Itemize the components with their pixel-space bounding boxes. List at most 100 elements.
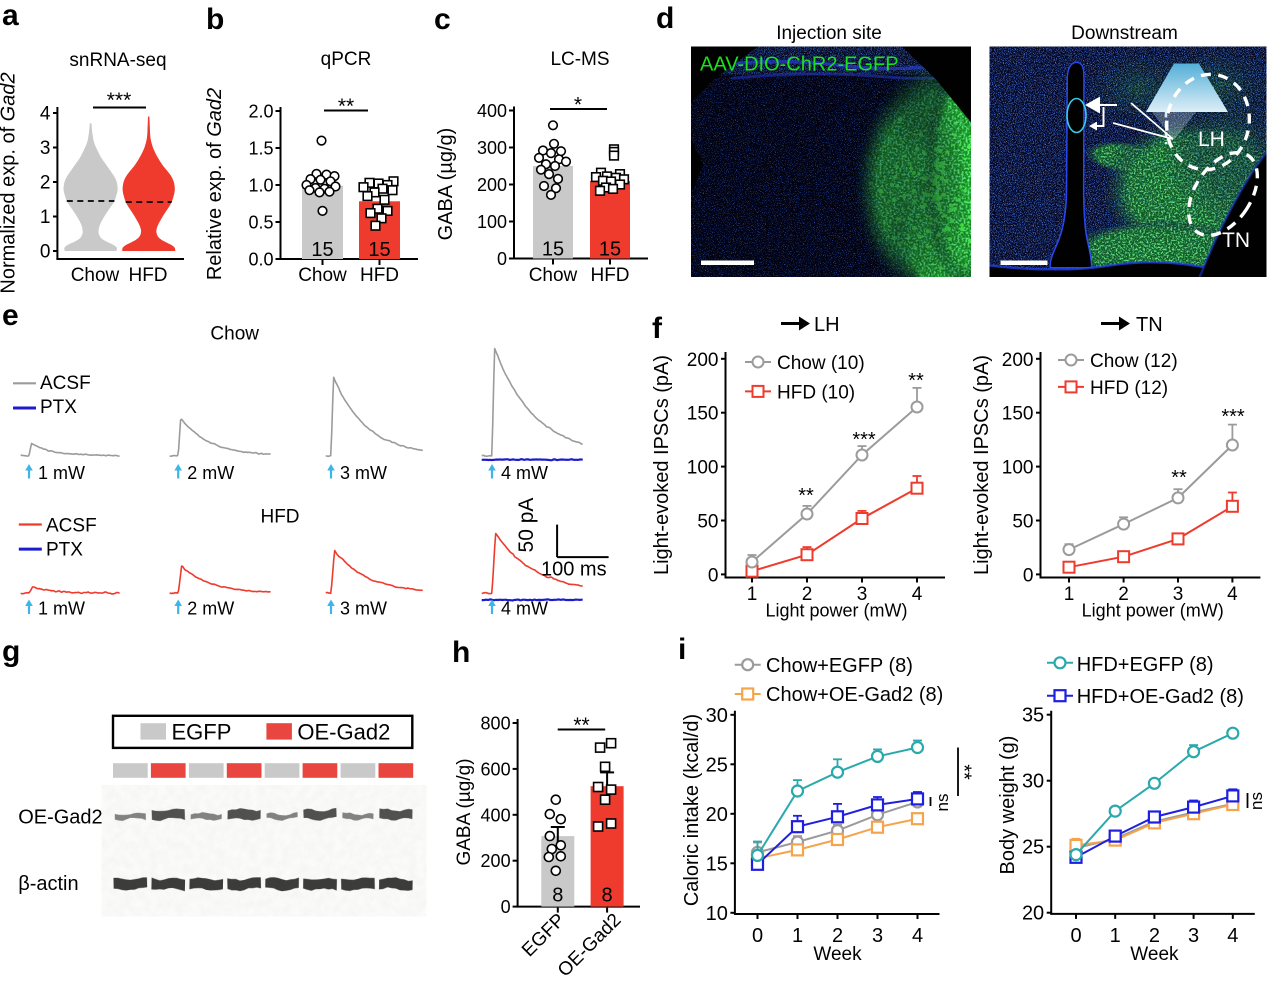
svg-text:50: 50 [697,512,718,533]
svg-text:4: 4 [1227,584,1238,605]
svg-text:h: h [452,636,470,669]
svg-text:Chow: Chow [529,265,578,286]
svg-text:Light power (mW): Light power (mW) [1082,601,1224,621]
svg-text:LH: LH [1198,128,1225,151]
svg-text:***: *** [107,89,132,112]
svg-text:**: ** [338,95,354,118]
svg-text:Body weight (g): Body weight (g) [997,736,1019,875]
svg-text:4 mW: 4 mW [501,463,548,483]
svg-text:HFD+OE-Gad2 (8): HFD+OE-Gad2 (8) [1077,686,1244,708]
svg-text:HFD: HFD [128,265,167,286]
svg-text:Chow: Chow [71,265,120,286]
svg-text:AAV-DIO-ChR2-EGFP: AAV-DIO-ChR2-EGFP [700,54,899,76]
svg-text:2: 2 [40,173,51,194]
svg-text:200: 200 [477,175,507,195]
svg-text:3: 3 [857,584,868,605]
svg-text:2: 2 [1149,925,1160,947]
svg-text:ns: ns [1247,792,1266,810]
svg-text:1 mW: 1 mW [38,599,85,619]
svg-text:100: 100 [687,458,719,479]
svg-text:OE-Gad2: OE-Gad2 [297,720,390,745]
svg-text:Chow (12): Chow (12) [1090,351,1178,372]
svg-text:Chow: Chow [210,323,259,344]
svg-text:OE-Gad2: OE-Gad2 [18,806,102,828]
svg-text:Light power (mW): Light power (mW) [765,601,907,621]
svg-text:4 mW: 4 mW [501,599,548,619]
svg-text:Light-evoked IPSCs (pA): Light-evoked IPSCs (pA) [651,355,673,575]
svg-text:g: g [2,635,20,668]
svg-text:2.0: 2.0 [248,102,273,122]
svg-text:30: 30 [1022,771,1044,793]
svg-text:0: 0 [40,242,51,263]
svg-text:TN: TN [1136,314,1163,336]
svg-text:0: 0 [1023,565,1034,586]
svg-text:ns: ns [933,794,952,812]
svg-text:d: d [656,2,674,35]
svg-text:3: 3 [1188,925,1199,947]
svg-text:300: 300 [477,138,507,158]
svg-text:2: 2 [802,584,813,605]
svg-text:1: 1 [1064,584,1075,605]
svg-text:2 mW: 2 mW [187,463,234,483]
svg-text:30: 30 [706,705,728,727]
svg-text:4: 4 [912,584,923,605]
svg-text:0.0: 0.0 [248,250,273,270]
svg-text:snRNA-seq: snRNA-seq [69,50,166,71]
svg-text:Week: Week [813,944,862,965]
svg-text:3: 3 [1173,584,1184,605]
svg-text:ACSF: ACSF [40,373,91,394]
svg-text:200: 200 [481,851,511,871]
svg-text:EGFP: EGFP [172,720,232,745]
svg-text:1 mW: 1 mW [38,463,85,483]
svg-text:15: 15 [368,239,390,261]
svg-text:15: 15 [706,853,728,875]
svg-text:Chow: Chow [298,265,347,286]
svg-text:0: 0 [1070,925,1081,947]
svg-text:0: 0 [497,249,507,269]
svg-text:8: 8 [552,885,563,907]
svg-text:1: 1 [1110,925,1121,947]
svg-text:HFD: HFD [590,265,629,286]
svg-text:HFD: HFD [360,265,399,286]
svg-text:a: a [2,0,19,32]
svg-text:100: 100 [477,212,507,232]
svg-text:Downstream: Downstream [1071,23,1178,44]
svg-text:Week: Week [1130,944,1179,965]
svg-text:LC-MS: LC-MS [550,49,609,70]
svg-text:600: 600 [481,759,511,779]
svg-text:Relative exp. of Gad2: Relative exp. of Gad2 [204,88,226,280]
svg-text:200: 200 [1002,350,1034,371]
svg-text:4: 4 [1227,925,1238,947]
svg-text:15: 15 [599,239,621,261]
svg-text:50 pA: 50 pA [515,498,538,553]
svg-text:PTX: PTX [40,397,77,418]
svg-text:10: 10 [706,903,728,925]
svg-text:Chow+OE-Gad2 (8): Chow+OE-Gad2 (8) [766,684,943,706]
svg-text:f: f [652,312,663,345]
svg-text:8: 8 [602,885,613,907]
svg-text:1.5: 1.5 [248,139,273,159]
svg-text:**: ** [953,764,975,780]
svg-text:0: 0 [708,565,719,586]
svg-text:150: 150 [1002,404,1034,425]
svg-text:b: b [206,3,224,36]
svg-text:3: 3 [40,138,51,159]
svg-text:HFD: HFD [260,507,299,528]
svg-text:400: 400 [481,805,511,825]
svg-text:0: 0 [501,897,511,917]
svg-text:HFD (10): HFD (10) [777,382,855,403]
svg-text:**: ** [1171,467,1187,489]
svg-text:800: 800 [481,714,511,734]
svg-text:25: 25 [706,754,728,776]
svg-text:Normalized exp. of Gad2: Normalized exp. of Gad2 [0,72,20,293]
svg-text:2 mW: 2 mW [187,599,234,619]
svg-text:150: 150 [687,404,719,425]
svg-text:ACSF: ACSF [46,515,97,536]
svg-text:**: ** [798,485,814,507]
svg-text:2: 2 [832,925,843,947]
svg-text:PTX: PTX [46,539,83,560]
svg-text:100 ms: 100 ms [541,559,607,581]
svg-text:200: 200 [687,350,719,371]
svg-text:1.0: 1.0 [248,176,273,196]
svg-text:Caloric intake (kcal/d): Caloric intake (kcal/d) [681,714,703,906]
